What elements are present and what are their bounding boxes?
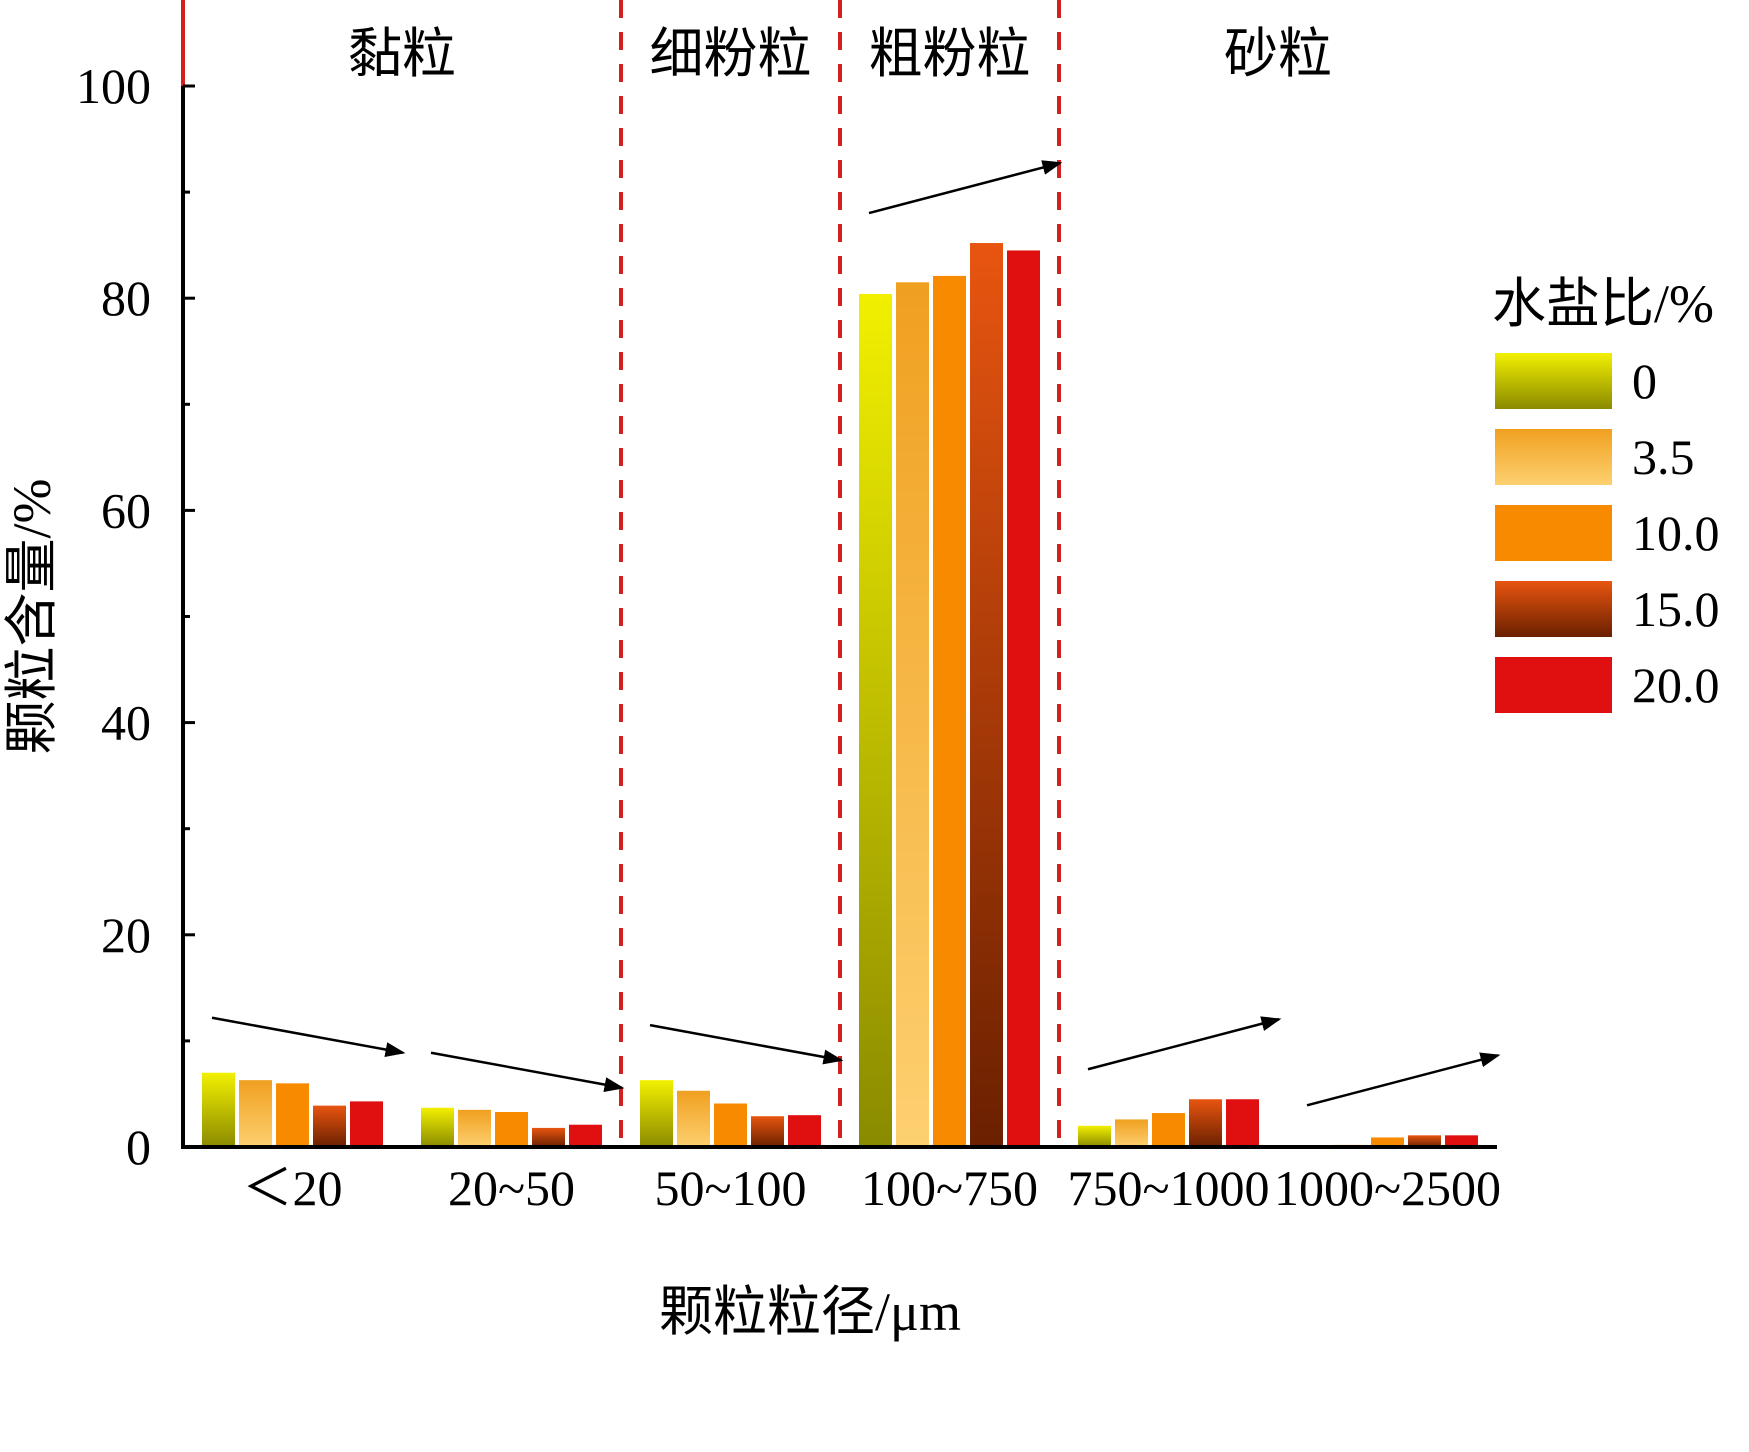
bar: [1115, 1119, 1148, 1147]
bar: [1371, 1137, 1404, 1147]
x-axis-title: 颗粒粒径/μm: [659, 1282, 961, 1342]
bars-layer: [202, 243, 1478, 1147]
bar: [1408, 1135, 1441, 1147]
bar: [532, 1127, 565, 1147]
bar: [1226, 1099, 1259, 1147]
trend-arrows: [211, 160, 1501, 1107]
trend-arrow: [211, 1016, 406, 1057]
bar: [677, 1090, 710, 1147]
y-tick-label: 80: [101, 270, 151, 326]
trend-arrow: [1306, 1052, 1501, 1107]
x-tick-label: 20~50: [448, 1160, 575, 1216]
x-tick-label: 750~1000: [1067, 1160, 1269, 1216]
bar: [640, 1080, 673, 1147]
trend-arrow: [430, 1051, 625, 1092]
bar: [202, 1072, 235, 1147]
bar: [896, 282, 929, 1147]
y-ticks: 0 20 40 60 80 100: [76, 58, 195, 1175]
legend-label: 0: [1632, 353, 1657, 409]
trend-arrow: [649, 1023, 844, 1065]
bar: [1152, 1113, 1185, 1147]
bar: [1007, 250, 1040, 1147]
legend-label: 15.0: [1632, 581, 1720, 637]
legend-label: 3.5: [1632, 429, 1695, 485]
trend-arrow: [868, 160, 1063, 215]
legend-swatch: [1495, 581, 1612, 637]
legend-label: 10.0: [1632, 505, 1720, 561]
bar: [714, 1103, 747, 1147]
x-tick-labels: ＜20 20~50 50~100 100~750 750~1000 1000~2500: [243, 1160, 1502, 1216]
bar: [350, 1101, 383, 1147]
region-label: 黏粒: [348, 24, 456, 84]
bar: [1189, 1099, 1222, 1147]
bar: [239, 1080, 272, 1147]
bar: [495, 1111, 528, 1147]
legend-swatch: [1495, 505, 1612, 561]
bar: [1078, 1125, 1111, 1147]
legend-swatch: [1495, 353, 1612, 409]
x-tick-label: ＜20: [243, 1160, 343, 1216]
bar: [1445, 1135, 1478, 1147]
y-tick-label: 40: [101, 695, 151, 751]
region-label: 细粉粒: [650, 24, 812, 84]
bar: [933, 275, 966, 1147]
bar: [569, 1124, 602, 1147]
x-tick-label: 50~100: [654, 1160, 806, 1216]
bar: [421, 1107, 454, 1147]
bar: [313, 1105, 346, 1147]
bar: [458, 1109, 491, 1147]
y-axis-title: 颗粒含量/%: [2, 479, 62, 755]
legend-title: 水盐比/%: [1492, 274, 1714, 334]
trend-arrow: [1087, 1016, 1282, 1071]
y-tick-label: 100: [76, 58, 151, 114]
y-tick-label: 60: [101, 482, 151, 538]
y-tick-label: 0: [126, 1119, 151, 1175]
legend: 水盐比/% 0 3.5 10.0 15.0 20.0: [1492, 274, 1720, 713]
bar: [751, 1116, 784, 1147]
bar: [276, 1083, 309, 1147]
x-tick-label: 100~750: [861, 1160, 1038, 1216]
bar: [970, 243, 1003, 1147]
y-tick-label: 20: [101, 907, 151, 963]
region-label: 砂粒: [1224, 24, 1332, 84]
region-label: 粗粉粒: [869, 24, 1031, 84]
legend-label: 20.0: [1632, 657, 1720, 713]
legend-swatch: [1495, 657, 1612, 713]
bar: [788, 1115, 821, 1147]
legend-swatch: [1495, 429, 1612, 485]
bar: [859, 293, 892, 1147]
region-labels: 黏粒 细粉粒 粗粉粒 砂粒: [348, 24, 1332, 84]
x-tick-label: 1000~2500: [1274, 1160, 1501, 1216]
